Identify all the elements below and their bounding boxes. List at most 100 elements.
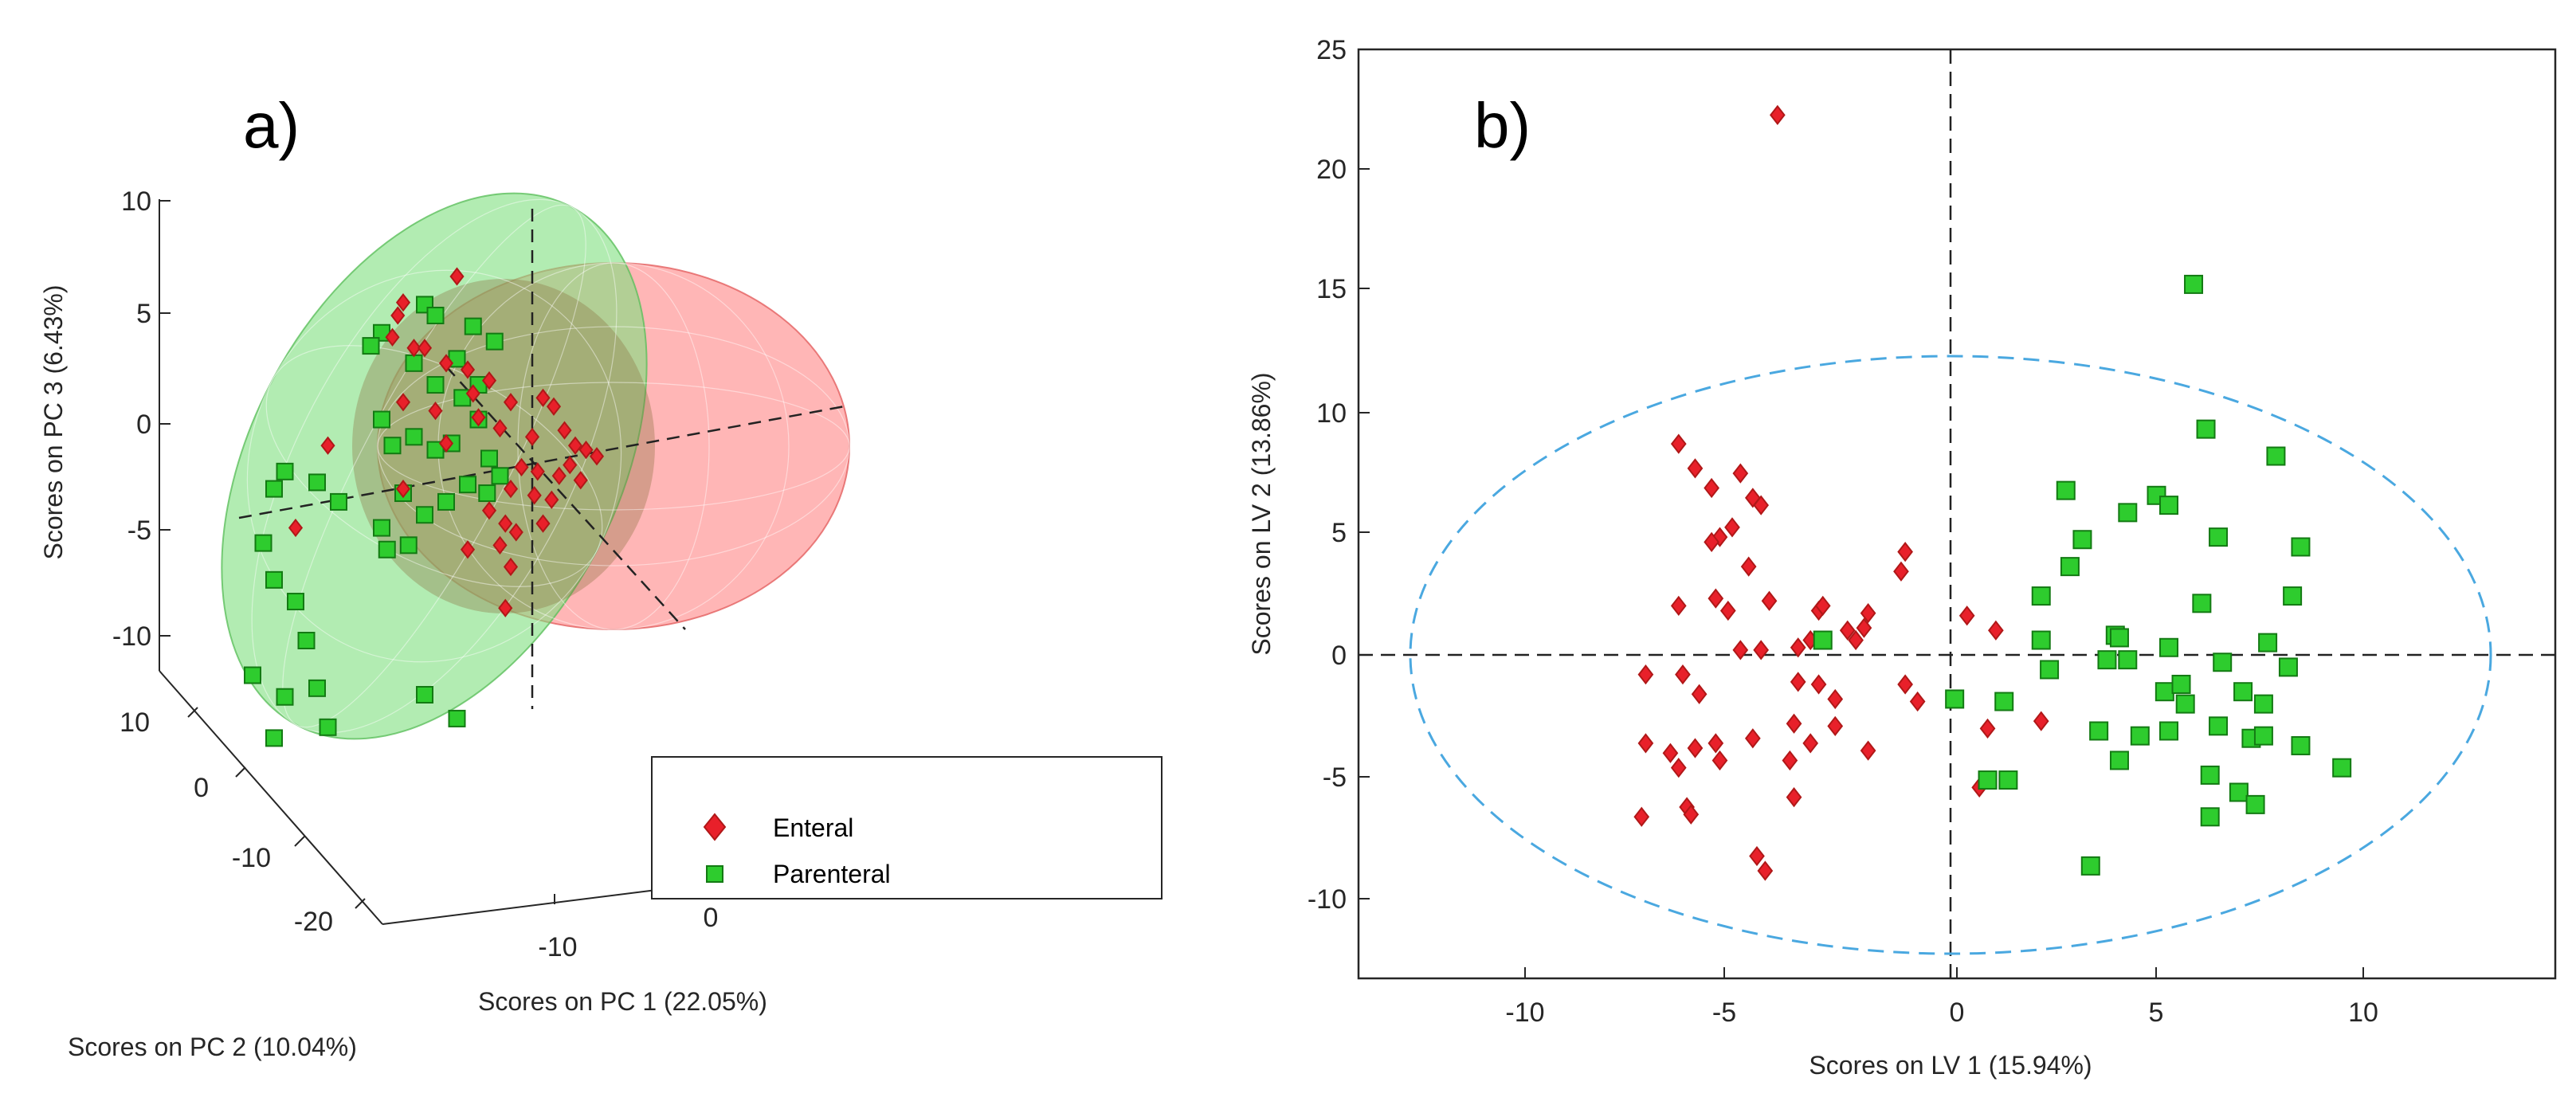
legend-parenteral-label: Parenteral bbox=[773, 860, 891, 888]
panel-a-origin-axes bbox=[238, 209, 845, 709]
panel-b-xtick: -5 bbox=[1712, 997, 1736, 1028]
panel-a-ztick: 0 bbox=[136, 410, 151, 440]
parenteral-point bbox=[2266, 446, 2286, 466]
parenteral-point bbox=[2258, 633, 2278, 653]
panel-b-ytick: 15 bbox=[1316, 274, 1347, 304]
enteral-point bbox=[1786, 713, 1802, 734]
enteral-point bbox=[1958, 606, 1975, 626]
enteral-point bbox=[1897, 674, 1913, 695]
enteral-point bbox=[1782, 750, 1798, 771]
enteral-point bbox=[1827, 688, 1844, 710]
enteral-point bbox=[1827, 715, 1844, 736]
enteral-point bbox=[546, 397, 562, 416]
enteral-point bbox=[1670, 595, 1687, 617]
enteral-point bbox=[449, 267, 465, 286]
parenteral-point bbox=[2089, 721, 2109, 741]
enteral-point bbox=[417, 339, 433, 358]
parenteral-point bbox=[373, 519, 390, 537]
enteral-point bbox=[1662, 743, 1679, 763]
enteral-point bbox=[1687, 738, 1704, 758]
panel-b-yticks bbox=[1359, 49, 1370, 899]
enteral-point bbox=[578, 441, 594, 460]
enteral-point bbox=[1988, 620, 2004, 641]
parenteral-point bbox=[1945, 689, 1965, 709]
parenteral-point bbox=[2060, 557, 2080, 577]
enteral-point bbox=[460, 360, 476, 379]
parenteral-point bbox=[478, 484, 496, 503]
parenteral-point bbox=[437, 492, 455, 511]
enteral-point bbox=[535, 514, 551, 533]
overlap-region bbox=[352, 279, 655, 613]
enteral-point bbox=[530, 462, 545, 481]
parenteral-point bbox=[319, 718, 337, 736]
panel-b-ytick: -5 bbox=[1323, 762, 1347, 793]
enteral-point bbox=[395, 293, 411, 312]
panel-a-legend: Enteral Parenteral bbox=[651, 756, 1163, 899]
enteral-point bbox=[471, 408, 486, 427]
parenteral-point bbox=[2118, 650, 2138, 670]
enteral-point bbox=[395, 479, 411, 499]
panel-a-ytick: -20 bbox=[294, 907, 333, 937]
enteral-point bbox=[1675, 664, 1691, 685]
parenteral-point bbox=[2072, 530, 2092, 550]
enteral-point bbox=[481, 370, 497, 390]
parenteral-point bbox=[491, 467, 509, 485]
enteral-point bbox=[1704, 531, 1719, 552]
parenteral-point bbox=[480, 449, 498, 468]
enteral-point bbox=[508, 523, 523, 542]
enteral-point bbox=[524, 427, 540, 446]
parenteral-point bbox=[2130, 726, 2150, 746]
parenteral-point bbox=[2278, 657, 2298, 677]
parenteral-point bbox=[2229, 782, 2249, 802]
panel-a-xlabel: Scores on PC 1 (22.05%) bbox=[478, 987, 767, 1016]
enteral-point bbox=[1724, 517, 1740, 538]
enteral-point bbox=[1633, 806, 1650, 827]
enteral-point bbox=[1637, 733, 1654, 754]
parenteral-point bbox=[2192, 594, 2212, 613]
parenteral-ellipsoid bbox=[221, 192, 648, 740]
parenteral-point bbox=[485, 332, 504, 351]
panel-a-ztick: 10 bbox=[121, 186, 151, 217]
parenteral-point bbox=[2080, 856, 2100, 876]
enteral-point bbox=[1753, 495, 1770, 515]
parenteral-point bbox=[265, 729, 283, 747]
enteral-point bbox=[1839, 620, 1856, 641]
panel-a-points bbox=[244, 267, 605, 747]
parenteral-point bbox=[2209, 716, 2229, 736]
parenteral-point bbox=[378, 540, 396, 558]
legend-parenteral-marker bbox=[706, 865, 723, 883]
panel-b-points bbox=[1633, 104, 2352, 881]
enteral-point bbox=[438, 354, 454, 373]
enteral-point bbox=[428, 402, 443, 421]
enteral-point bbox=[1761, 590, 1778, 611]
enteral-point bbox=[1753, 640, 1770, 660]
enteral-point bbox=[573, 471, 588, 490]
enteral-point bbox=[395, 393, 411, 412]
enteral-point bbox=[527, 486, 542, 505]
enteral-point bbox=[535, 388, 551, 407]
parenteral-point bbox=[373, 410, 390, 429]
enteral-point bbox=[492, 418, 508, 438]
enteral-point bbox=[1749, 845, 1765, 867]
panel-b-ytick: 10 bbox=[1316, 398, 1347, 429]
enteral-point bbox=[1786, 787, 1802, 808]
parenteral-point bbox=[448, 709, 466, 727]
parenteral-point bbox=[2109, 751, 2129, 770]
parenteral-point bbox=[416, 686, 433, 704]
enteral-point bbox=[385, 327, 400, 347]
enteral-point bbox=[1708, 588, 1724, 609]
enteral-point bbox=[1732, 640, 1749, 660]
parenteral-point bbox=[2159, 496, 2179, 515]
panel-b-xtick: 0 bbox=[1950, 997, 1965, 1028]
enteral-point bbox=[288, 518, 304, 538]
enteral-point bbox=[2033, 711, 2049, 731]
parenteral-point bbox=[2056, 480, 2076, 500]
legend-box bbox=[651, 756, 1163, 899]
enteral-point bbox=[1848, 629, 1864, 651]
enteral-point bbox=[1719, 600, 1736, 621]
enteral-point bbox=[563, 456, 578, 475]
enteral-point bbox=[406, 339, 421, 358]
parenteral-point bbox=[287, 593, 304, 611]
panel-a-label: a) bbox=[243, 90, 300, 161]
parenteral-point bbox=[416, 506, 433, 524]
